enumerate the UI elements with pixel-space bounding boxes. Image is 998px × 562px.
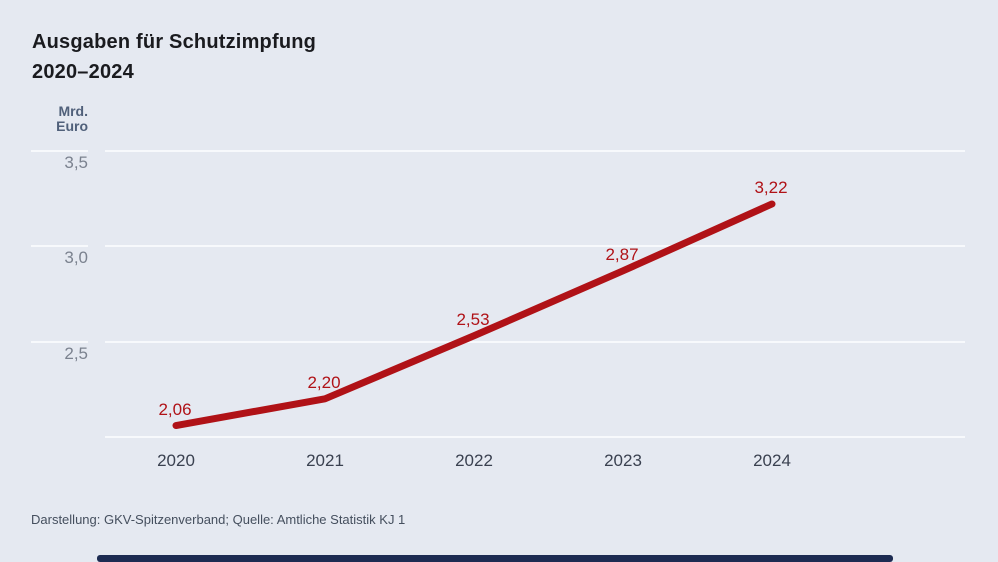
gridline-stub: [31, 340, 88, 343]
gridline: [105, 149, 965, 152]
data-point-label: 2,20: [307, 372, 341, 392]
chart-title: Ausgaben für Schutzimpfung 2020–2024: [32, 27, 316, 87]
x-tick-label: 2021: [306, 451, 344, 470]
x-tick-label: 2022: [455, 451, 493, 470]
x-axis-line: [105, 436, 965, 438]
y-axis-unit-label: Mrd. Euro: [31, 104, 88, 134]
y-tick-label: 2,5: [64, 343, 88, 363]
y-tick-label: 3,0: [64, 248, 88, 267]
data-point-label: 2,87: [605, 244, 639, 264]
y-tick-label: 3,5: [64, 152, 88, 172]
source-note: Darstellung: GKV-Spitzenverband; Quelle:…: [31, 512, 406, 527]
y-axis-unit-line2: Euro: [56, 118, 88, 134]
chart-title-line2: 2020–2024: [32, 61, 134, 83]
data-point-label: 2,06: [158, 399, 192, 419]
footer-accent-bar: [97, 555, 893, 562]
x-tick-label: 2024: [753, 451, 791, 470]
data-point-label: 2,53: [456, 309, 490, 329]
x-tick-label: 2020: [157, 451, 195, 470]
x-tick-label: 2023: [604, 451, 642, 470]
y-axis-unit-line1: Mrd.: [58, 103, 88, 119]
trend-polyline: [172, 200, 776, 430]
chart-title-line1: Ausgaben für Schutzimpfung: [32, 31, 317, 53]
gridline: [105, 245, 965, 247]
gridline-stub: [31, 245, 88, 247]
gridline: [105, 340, 965, 343]
data-point-label: 3,22: [754, 177, 788, 197]
gridline-stub: [31, 149, 88, 152]
